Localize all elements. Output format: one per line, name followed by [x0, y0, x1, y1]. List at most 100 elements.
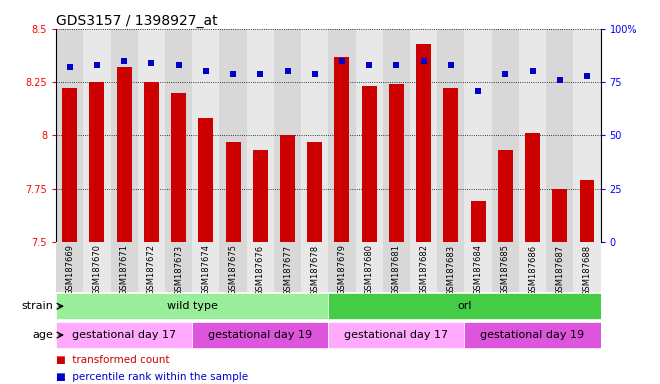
Bar: [111, 242, 138, 292]
Point: [310, 71, 320, 77]
Bar: [574, 242, 601, 292]
Text: gestational day 19: gestational day 19: [208, 330, 312, 340]
Bar: [437, 242, 465, 292]
Text: ■  transformed count: ■ transformed count: [56, 355, 170, 365]
Bar: [56, 322, 192, 348]
Bar: [356, 242, 383, 292]
Text: GSM187682: GSM187682: [419, 245, 428, 295]
Bar: [335, 56, 349, 242]
Bar: [301, 29, 329, 242]
Point: [255, 71, 265, 77]
Point: [146, 60, 156, 66]
Bar: [192, 322, 329, 348]
Bar: [192, 242, 219, 292]
Bar: [280, 136, 295, 242]
Bar: [329, 322, 465, 348]
Text: wild type: wild type: [167, 301, 218, 311]
Bar: [301, 242, 329, 292]
Bar: [498, 150, 513, 242]
Point: [174, 62, 184, 68]
Bar: [171, 93, 186, 242]
Point: [364, 62, 374, 68]
Point: [500, 71, 511, 77]
Bar: [247, 242, 274, 292]
Text: GSM187681: GSM187681: [392, 245, 401, 295]
Point: [282, 68, 293, 74]
Bar: [546, 29, 574, 242]
Text: orl: orl: [457, 301, 472, 311]
Point: [92, 62, 102, 68]
Bar: [90, 82, 104, 242]
Bar: [471, 202, 486, 242]
Bar: [83, 242, 111, 292]
Text: GSM187688: GSM187688: [583, 245, 591, 296]
Point: [446, 62, 456, 68]
Bar: [274, 242, 301, 292]
Bar: [416, 44, 431, 242]
Bar: [356, 29, 383, 242]
Bar: [56, 29, 83, 242]
Text: gestational day 17: gestational day 17: [345, 330, 449, 340]
Text: GSM187677: GSM187677: [283, 245, 292, 296]
Bar: [465, 242, 492, 292]
Bar: [144, 82, 159, 242]
Bar: [247, 29, 274, 242]
Bar: [362, 86, 377, 242]
Bar: [329, 242, 356, 292]
Text: ■  percentile rank within the sample: ■ percentile rank within the sample: [56, 372, 248, 382]
Bar: [219, 29, 247, 242]
Bar: [329, 293, 601, 319]
Bar: [226, 142, 240, 242]
Bar: [383, 29, 410, 242]
Bar: [519, 242, 546, 292]
Bar: [410, 29, 437, 242]
Point: [337, 58, 347, 64]
Bar: [253, 150, 268, 242]
Bar: [328, 29, 356, 242]
Text: gestational day 19: gestational day 19: [480, 330, 585, 340]
Bar: [465, 322, 601, 348]
Bar: [110, 29, 138, 242]
Bar: [410, 242, 437, 292]
Bar: [83, 29, 110, 242]
Text: GSM187672: GSM187672: [147, 245, 156, 295]
Text: GSM187669: GSM187669: [65, 245, 74, 295]
Text: GSM187683: GSM187683: [446, 245, 455, 296]
Bar: [308, 142, 322, 242]
Text: GSM187685: GSM187685: [501, 245, 510, 295]
Bar: [274, 29, 301, 242]
Text: GSM187680: GSM187680: [365, 245, 374, 295]
Point: [65, 64, 75, 70]
Bar: [165, 242, 192, 292]
Bar: [525, 133, 540, 242]
Point: [527, 68, 538, 74]
Text: GSM187684: GSM187684: [474, 245, 482, 295]
Point: [228, 71, 238, 77]
Bar: [56, 293, 329, 319]
Bar: [219, 242, 247, 292]
Point: [581, 73, 592, 79]
Bar: [56, 242, 83, 292]
Bar: [383, 242, 410, 292]
Text: GSM187687: GSM187687: [555, 245, 564, 296]
Text: GSM187679: GSM187679: [337, 245, 346, 295]
Bar: [492, 242, 519, 292]
Text: GSM187675: GSM187675: [228, 245, 238, 295]
Bar: [117, 67, 131, 242]
Bar: [199, 118, 213, 242]
Text: GSM187678: GSM187678: [310, 245, 319, 296]
Point: [418, 58, 429, 64]
Bar: [492, 29, 519, 242]
Text: GSM187671: GSM187671: [119, 245, 129, 295]
Bar: [437, 29, 465, 242]
Bar: [138, 242, 165, 292]
Text: gestational day 17: gestational day 17: [72, 330, 176, 340]
Point: [201, 68, 211, 74]
Text: GSM187674: GSM187674: [201, 245, 211, 295]
Text: GSM187686: GSM187686: [528, 245, 537, 296]
Point: [119, 58, 129, 64]
Bar: [444, 88, 458, 242]
Text: GSM187670: GSM187670: [92, 245, 102, 295]
Bar: [546, 242, 574, 292]
Bar: [62, 88, 77, 242]
